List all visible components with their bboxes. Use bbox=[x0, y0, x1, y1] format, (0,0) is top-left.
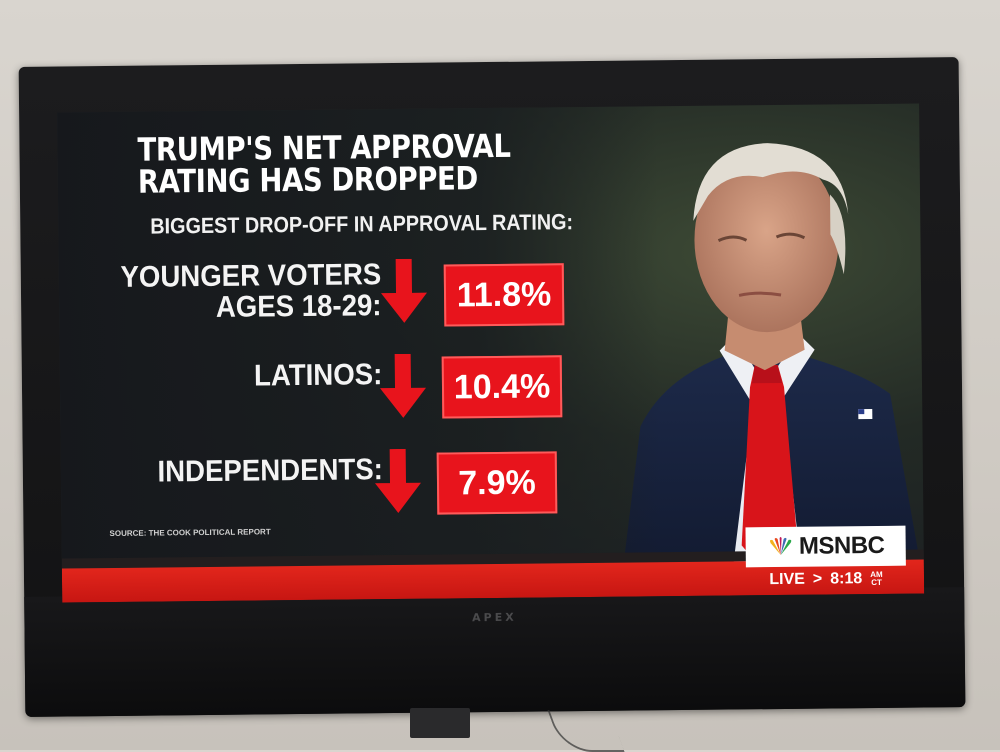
tz-label: CT bbox=[871, 577, 882, 588]
tv-bezel: APEX bbox=[18, 57, 966, 717]
tv-screen: TRUMP'S NET APPROVAL RATING HAS DROPPED … bbox=[57, 103, 925, 603]
down-arrow-icon bbox=[381, 258, 428, 323]
tv-stand bbox=[410, 708, 470, 738]
graphic-subtitle: BIGGEST DROP-OFF IN APPROVAL RATING: bbox=[150, 209, 574, 239]
live-time-bug: LIVE > 8:18 AM CT bbox=[746, 566, 906, 594]
row-label-line: YOUNGER VOTERS bbox=[119, 258, 381, 294]
down-arrow-icon bbox=[375, 448, 421, 513]
row-label-line: INDEPENDENTS: bbox=[157, 453, 384, 489]
row-label-line: LATINOS: bbox=[253, 358, 383, 393]
news-subject-photo bbox=[621, 143, 922, 577]
value-badge: 10.4% bbox=[441, 355, 563, 419]
row-label-independents: INDEPENDENTS: bbox=[157, 453, 384, 489]
row-label-line: AGES 18-29: bbox=[215, 289, 382, 324]
value-badge: 7.9% bbox=[436, 451, 558, 515]
tv-brand-logo: APEX bbox=[472, 610, 517, 625]
tv-cable bbox=[547, 710, 625, 752]
time-zone: AM CT bbox=[870, 570, 883, 588]
value-badge: 11.8% bbox=[443, 263, 565, 327]
live-time: 8:18 bbox=[830, 570, 863, 588]
row-label-latinos: LATINOS: bbox=[253, 358, 383, 393]
live-separator: > bbox=[812, 570, 823, 588]
down-arrow-icon bbox=[380, 353, 427, 418]
tv-bezel-lower bbox=[24, 587, 966, 717]
network-name: MSNBC bbox=[798, 531, 885, 560]
peacock-logo-icon bbox=[770, 536, 792, 555]
network-bug: MSNBC bbox=[745, 525, 906, 568]
live-label: LIVE bbox=[769, 570, 805, 589]
row-label-younger-voters: YOUNGER VOTERS AGES 18-29: bbox=[119, 258, 382, 324]
graphic-title: TRUMP'S NET APPROVAL RATING HAS DROPPED bbox=[137, 126, 511, 201]
source-credit: SOURCE: THE COOK POLITICAL REPORT bbox=[109, 527, 271, 539]
